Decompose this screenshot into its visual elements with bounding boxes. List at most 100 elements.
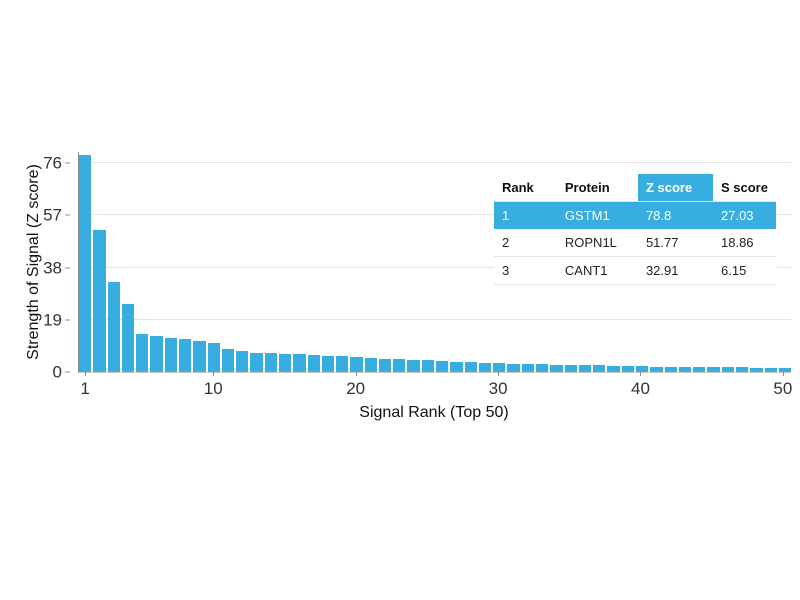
bar bbox=[436, 361, 449, 372]
bar bbox=[121, 304, 135, 372]
bar bbox=[750, 367, 763, 372]
bar bbox=[93, 229, 106, 372]
bar bbox=[136, 333, 149, 372]
bar bbox=[336, 356, 349, 372]
bar bbox=[164, 337, 177, 372]
bar bbox=[478, 362, 492, 372]
bar bbox=[278, 353, 292, 372]
bar bbox=[464, 362, 477, 372]
bar bbox=[364, 358, 377, 372]
bar bbox=[79, 155, 92, 372]
table-cell: 51.77 bbox=[637, 229, 713, 257]
bar bbox=[321, 355, 335, 372]
y-tick-label: 76 bbox=[43, 153, 62, 173]
bar bbox=[621, 365, 634, 372]
ranking-table: Rank Protein Z score S score 1 GSTM1 78.8 27.0… bbox=[494, 174, 776, 285]
table-cell: CANT1 bbox=[556, 256, 638, 285]
table-cell: 3 bbox=[494, 256, 557, 285]
table-row: 1 GSTM1 78.8 27.03 bbox=[494, 201, 776, 229]
y-tick-mark bbox=[65, 214, 70, 216]
bar bbox=[250, 352, 263, 372]
bar bbox=[421, 360, 435, 372]
gridline bbox=[79, 162, 791, 163]
gridline bbox=[79, 318, 791, 320]
y-axis-ticks: 0 19 38 57 76 bbox=[14, 152, 70, 381]
bar bbox=[521, 364, 534, 372]
bar bbox=[193, 340, 206, 372]
x-tick-label: 50 bbox=[773, 379, 793, 398]
bar bbox=[407, 359, 420, 372]
x-axis-title: Signal Rank (Top 50) bbox=[359, 404, 509, 421]
y-tick-mark bbox=[65, 319, 70, 321]
table-body: 1 GSTM1 78.8 27.03 2 ROPN1L 51.77 18.86 3 CANT1 32… bbox=[494, 201, 776, 285]
bar bbox=[764, 367, 777, 372]
bar bbox=[664, 366, 677, 372]
table-cell: 78.8 bbox=[645, 208, 672, 223]
table-cell: 2 bbox=[494, 229, 557, 257]
x-axis-ticks: 1 10 20 30 40 50 bbox=[78, 372, 793, 398]
x-tick-label: 20 bbox=[346, 379, 366, 398]
x-tick-mark bbox=[782, 372, 784, 376]
bar bbox=[593, 365, 606, 372]
table-cell: GSTM1 bbox=[564, 208, 610, 223]
table-cell: 6.15 bbox=[713, 256, 776, 285]
bar bbox=[721, 367, 734, 372]
bar bbox=[693, 366, 706, 372]
grid-layer bbox=[79, 152, 791, 372]
table-cell: 1 bbox=[502, 208, 510, 223]
y-tick-mark bbox=[65, 162, 70, 164]
bar bbox=[378, 358, 392, 372]
x-tick-mark bbox=[213, 372, 215, 376]
table-cell: 27.03 bbox=[721, 208, 754, 223]
bar bbox=[564, 364, 577, 372]
table-header-row: Rank Protein Z score S score bbox=[494, 174, 776, 202]
bar bbox=[150, 336, 163, 372]
x-tick-mark bbox=[498, 372, 500, 376]
bar bbox=[578, 365, 592, 372]
table-header-cell: S score bbox=[713, 174, 776, 202]
x-tick-mark bbox=[355, 372, 357, 376]
bar bbox=[307, 355, 320, 372]
table-header-cell: Rank bbox=[494, 174, 557, 202]
x-tick-mark bbox=[85, 372, 87, 376]
bar bbox=[707, 367, 720, 372]
table-row: 3 CANT1 32.91 6.15 bbox=[494, 256, 776, 285]
bar bbox=[393, 359, 406, 372]
bar bbox=[507, 363, 520, 372]
x-tick-label: 40 bbox=[631, 379, 650, 398]
x-tick-label: 30 bbox=[488, 379, 508, 398]
bar bbox=[207, 342, 220, 372]
y-tick-label: 0 bbox=[52, 362, 62, 382]
x-tick-mark bbox=[640, 372, 642, 376]
plot-area bbox=[78, 152, 792, 373]
bar bbox=[350, 356, 363, 372]
bar bbox=[550, 364, 563, 372]
table-header-cell: Protein bbox=[556, 174, 638, 202]
y-tick-label: 38 bbox=[43, 258, 62, 277]
y-tick-mark bbox=[65, 371, 70, 373]
bar bbox=[293, 354, 306, 372]
bar bbox=[236, 351, 249, 372]
x-tick-label: 10 bbox=[203, 379, 223, 398]
bar bbox=[607, 365, 620, 372]
bar bbox=[678, 366, 692, 372]
bar bbox=[450, 361, 463, 372]
table-cell: ROPN1L bbox=[556, 229, 638, 257]
y-tick-label: 57 bbox=[43, 205, 62, 225]
bar bbox=[735, 367, 749, 372]
table-header-cell: Z score bbox=[637, 174, 713, 202]
y-tick-label: 19 bbox=[43, 310, 62, 330]
gridline bbox=[79, 266, 791, 268]
x-tick-label: 1 bbox=[80, 379, 90, 398]
bar bbox=[536, 364, 549, 372]
bar bbox=[264, 353, 277, 372]
y-tick-mark bbox=[65, 267, 70, 268]
bar bbox=[493, 363, 506, 372]
bar bbox=[107, 281, 120, 372]
table-cell: 18.86 bbox=[713, 229, 776, 257]
bar bbox=[221, 349, 235, 372]
bar bbox=[778, 367, 792, 372]
table-row: 2 ROPN1L 51.77 18.86 bbox=[494, 229, 776, 257]
gridline bbox=[79, 214, 791, 216]
